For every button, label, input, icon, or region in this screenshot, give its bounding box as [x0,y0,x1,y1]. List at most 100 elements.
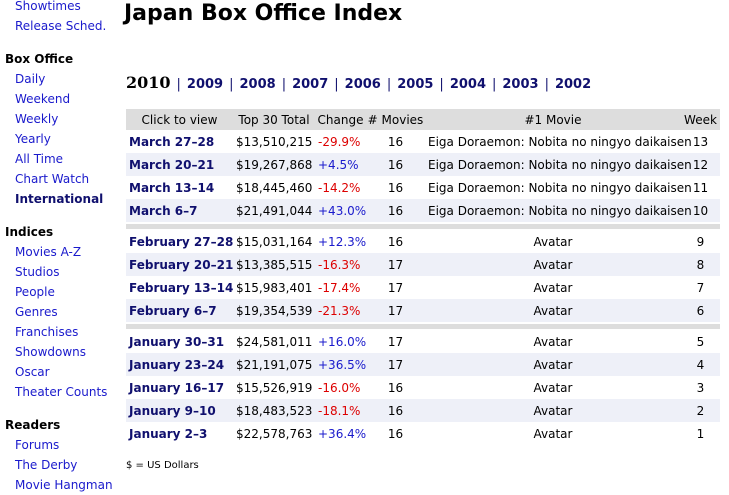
top-movie: Eiga Doraemon: Nobita no ningyo daikaise… [425,153,692,176]
movie-count: 17 [366,253,425,276]
sidebar-link[interactable]: Weekly [15,112,59,126]
box-office-table: Click to view Top 30 Total Change # Movies #… [126,109,720,445]
table-row: February 13–14 $15,983,401 -17.4% 17 Avatar 7 [126,276,720,299]
sidebar-link[interactable]: Forums [15,438,60,452]
sidebar-link[interactable]: Theater Counts [15,385,108,399]
sidebar-link[interactable]: Oscar [15,365,50,379]
sidebar-link[interactable]: Movies A-Z [15,245,82,259]
week: 5 [696,334,705,349]
date-link[interactable]: January 16–17 [129,380,225,395]
total: $19,267,868 [233,153,315,176]
year-link[interactable]: 2003 [502,77,539,92]
total: $19,354,539 [233,299,315,322]
date-link[interactable]: March 13–14 [129,180,215,195]
change: -14.2% [318,180,361,195]
date-link[interactable]: January 23–24 [126,353,233,376]
week: 2 [681,399,720,422]
separator: | [492,77,497,92]
sidebar-link[interactable]: Chart Watch [15,172,90,186]
week: 6 [681,299,720,322]
top-movie: Avatar [425,353,681,376]
date-link[interactable]: March 6–7 [126,199,233,222]
total: $22,578,763 [236,426,313,441]
sidebar-link[interactable]: Genres [15,305,58,319]
year-link[interactable]: 2007 [292,77,329,92]
table-row: January 2–3 $22,578,763 +36.4% 16 Avatar 1 [126,422,720,445]
table-row: January 23–24 $21,191,075 +36.5% 17 Avatar 4 [126,353,720,376]
sidebar-heading: Readers [5,418,61,432]
total: $13,510,215 [236,134,313,149]
sidebar-link[interactable]: Yearly [15,132,51,146]
sidebar-heading: Box Office [5,52,74,66]
date-link[interactable]: January 9–10 [126,399,233,422]
sidebar-link[interactable]: Release Sched. [15,19,107,33]
date-link[interactable]: February 13–14 [129,280,234,295]
date-link[interactable]: February 6–7 [126,299,233,322]
year-nav: 2010 | 2009 | 2008 | 2007 | 2006 | 2005 | 2004 | 2003 |… [126,73,591,92]
sidebar-link[interactable]: Showdowns [15,345,87,359]
sidebar-link[interactable]: Weekend [15,92,71,106]
separator: | [439,77,444,92]
separator-cell [126,322,720,330]
date-link[interactable]: February 27–28 [129,234,234,249]
date-link[interactable]: January 2–3 [129,426,208,441]
movie-count: 16 [387,234,404,249]
week: 8 [681,253,720,276]
top-movie: Avatar [425,253,681,276]
week: 11 [692,180,709,195]
table-row: March 27–28 $13,510,215 -29.9% 16 Eiga Dorae… [126,130,720,153]
top-movie: Eiga Doraemon: Nobita no ningyo daikaise… [428,180,692,195]
year-link[interactable]: 2002 [554,77,592,92]
year-link[interactable]: 2006 [344,77,381,92]
date-link[interactable]: March 27–28 [129,134,215,149]
sidebar-link[interactable]: Franchises [15,325,79,339]
movie-count: 17 [387,334,404,349]
top-movie: Avatar [425,299,681,322]
total: $13,385,515 [233,253,315,276]
table-row: March 13–14 $18,445,460 -14.2% 16 Eiga Dorae… [126,176,720,199]
column-header: # Movies [366,109,425,130]
column-header: Top 30 Total [233,109,315,130]
movie-count: 16 [387,426,404,441]
sidebar-link[interactable]: Studios [15,265,60,279]
table-row: January 9–10 $18,483,523 -18.1% 16 Avatar 2 [126,399,720,422]
top-movie: Avatar [533,426,573,441]
sidebar-link[interactable]: International [15,192,104,206]
change: -29.9% [318,134,361,149]
week: 13 [692,134,709,149]
group-separator [126,222,720,230]
table-row: January 16–17 $15,526,919 -16.0% 16 Avatar 3 [126,376,720,399]
year-link[interactable]: 2009 [186,77,224,92]
year-link[interactable]: 2005 [397,77,434,92]
change: +36.4% [318,426,367,441]
sidebar-link[interactable]: Showtimes [15,0,81,13]
change: +36.5% [315,353,366,376]
movie-count: 16 [366,399,425,422]
table-row: February 6–7 $19,354,539 -21.3% 17 Avatar 6 [126,299,720,322]
page-title: Japan Box Office Index [124,1,403,26]
change: -16.0% [318,380,361,395]
change: -16.3% [315,253,366,276]
total: $18,445,460 [236,180,313,195]
date-link[interactable]: January 30–31 [129,334,225,349]
separator: | [281,77,287,92]
year-link[interactable]: 2004 [449,77,486,92]
table-row: January 30–31 $24,581,011 +16.0% 17 Avatar 5 [126,330,720,353]
top-movie: Eiga Doraemon: Nobita no ningyo daikaise… [428,134,692,149]
year-link[interactable]: 2008 [239,77,276,92]
sidebar: Showtimes Release Sched. Box Office Daily We… [0,0,115,495]
top-movie: Avatar [533,280,573,295]
table-row: February 20–21 $13,385,515 -16.3% 17 Avatar 8 [126,253,720,276]
sidebar-link[interactable]: All Time [15,152,64,166]
sidebar-link[interactable]: The Derby [15,458,78,472]
change: -21.3% [315,299,366,322]
sidebar-link[interactable]: Daily [15,72,46,86]
sidebar-link[interactable]: Movie Hangman [15,478,113,492]
total: $24,581,011 [236,334,313,349]
week: 12 [681,153,720,176]
total: $15,526,919 [236,380,313,395]
date-link[interactable]: March 20–21 [126,153,233,176]
total: $15,983,401 [236,280,313,295]
sidebar-link[interactable]: People [15,285,55,299]
date-link[interactable]: February 20–21 [126,253,233,276]
